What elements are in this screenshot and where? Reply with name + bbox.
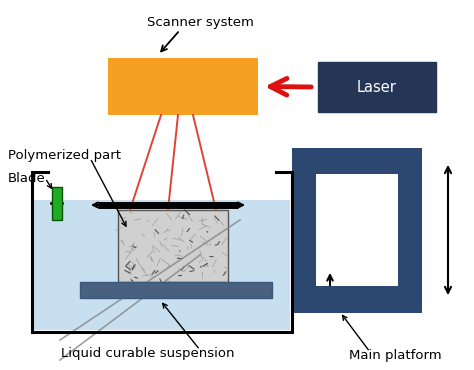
Text: Liquid curable suspension: Liquid curable suspension <box>61 347 235 360</box>
Bar <box>118 210 228 282</box>
Text: Polymerized part: Polymerized part <box>8 148 121 161</box>
Bar <box>34 200 290 330</box>
Text: Blade: Blade <box>8 172 46 185</box>
Bar <box>318 62 436 112</box>
Bar <box>398 148 422 313</box>
Bar <box>108 58 258 115</box>
Text: Laser: Laser <box>357 80 397 94</box>
Bar <box>52 187 62 220</box>
Text: Scanner system: Scanner system <box>146 16 254 29</box>
Bar <box>292 286 422 313</box>
Bar <box>292 148 316 313</box>
Bar <box>80 282 272 298</box>
Bar <box>292 148 422 174</box>
Text: Main platform: Main platform <box>349 350 441 363</box>
